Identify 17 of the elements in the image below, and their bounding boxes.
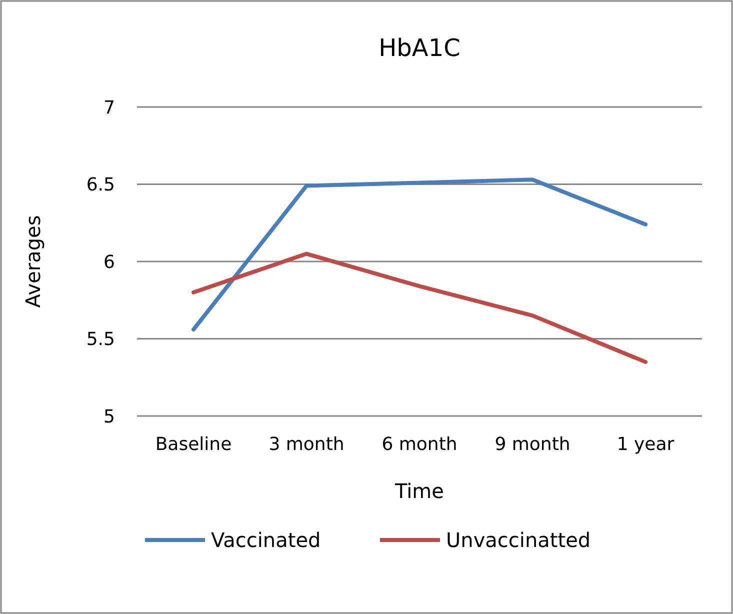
line-series: [192, 178, 648, 332]
y-tick-label: 5.5: [86, 329, 115, 350]
x-axis-title: Time: [394, 479, 444, 503]
y-axis-title: Averages: [21, 215, 45, 308]
line-series: [192, 252, 648, 364]
y-tick-label: 5: [104, 406, 115, 428]
x-tick-label: 3 month: [268, 434, 344, 455]
x-tick-label: 6 month: [382, 434, 458, 455]
x-tick-label: 9 month: [494, 434, 570, 455]
x-tick-label: 1 year: [616, 434, 675, 455]
y-tick-label: 6: [104, 252, 115, 273]
chart-title: HbA1C: [378, 34, 460, 62]
y-tick-label: 7: [104, 97, 115, 118]
x-tick-label: Baseline: [155, 434, 232, 455]
legend-label: Unvaccinatted: [446, 528, 591, 552]
legend-label: Vaccinated: [211, 528, 321, 552]
y-tick-label: 6.5: [86, 174, 115, 196]
